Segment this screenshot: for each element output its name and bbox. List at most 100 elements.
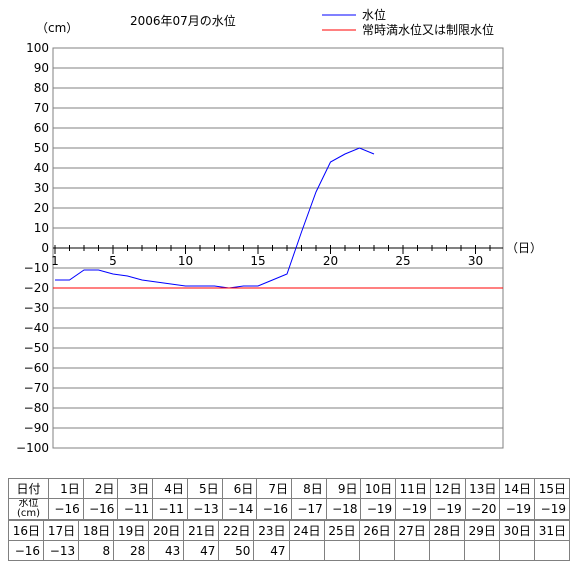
day-cell: 4日: [152, 478, 188, 499]
day-cell: 3日: [117, 478, 154, 499]
value-cell: [498, 540, 535, 561]
value-cell: 47: [253, 540, 290, 561]
chart-title: 2006年07月の水位: [130, 13, 236, 28]
x-tick-label: 25: [395, 254, 410, 268]
day-cell: 13日: [464, 478, 501, 499]
y-tick-label: 80: [34, 81, 49, 95]
value-cell: −16: [7, 540, 45, 561]
daily-table-1: 日付 1日 2日 3日 4日 5日 6日 7日 8日 9日 10日 11日 12…: [8, 478, 570, 520]
day-cell: 1日: [48, 478, 84, 499]
y-tick-label: −30: [24, 301, 49, 315]
y-tick-label: −10: [24, 261, 49, 275]
value-cell: −16: [256, 498, 293, 520]
day-cell: 23日: [253, 520, 290, 541]
value-cell: −19: [499, 498, 536, 520]
y-tick-label: 40: [34, 161, 49, 175]
y-unit-label: （cm）: [36, 21, 78, 35]
day-cell: 25日: [323, 520, 360, 541]
value-cell: 50: [218, 540, 255, 561]
y-tick-label: −20: [24, 281, 49, 295]
y-tick-label: −100: [16, 441, 49, 455]
row-label-level: 水位 (cm): [8, 498, 49, 520]
legend: 水位 常時満水位又は制限水位: [322, 7, 494, 37]
day-cell: 31日: [533, 520, 571, 541]
value-cell: [358, 540, 395, 561]
y-tick-label: 60: [34, 121, 49, 135]
value-cell: −11: [152, 498, 188, 520]
value-cell: −13: [186, 498, 223, 520]
day-cell: 9日: [325, 478, 362, 499]
day-cell: 20日: [148, 520, 185, 541]
y-tick-labels: 1009080706050403020100−10−20−30−40−50−60…: [16, 41, 49, 455]
value-cell: [533, 540, 571, 561]
x-tick-label: 30: [468, 254, 483, 268]
value-cell: [393, 540, 430, 561]
value-cell: −19: [429, 498, 466, 520]
value-cell: −11: [117, 498, 154, 520]
day-cell: 15日: [534, 478, 570, 499]
y-tick-label: 90: [34, 61, 49, 75]
x-axis: 1 5 10 15 20 25 30: [51, 245, 503, 268]
day-cell: 30日: [498, 520, 535, 541]
row-label-day: 日付: [8, 478, 49, 499]
day-cell: 17日: [43, 520, 80, 541]
y-tick-label: 100: [26, 41, 49, 55]
y-tick-label: −40: [24, 321, 49, 335]
x-tick-label: 15: [250, 254, 265, 268]
x-tick-label: 1: [51, 254, 59, 268]
value-cell: −19: [534, 498, 570, 520]
legend-label-water-level: 水位: [362, 7, 386, 22]
day-cell: 21日: [183, 520, 220, 541]
value-cell: [288, 540, 325, 561]
x-tick-label: 10: [178, 254, 193, 268]
day-cell: 11日: [395, 478, 431, 499]
table-row-values: 水位 (cm) −16 −16 −11 −11 −13 −14 −16 −17 …: [8, 498, 570, 520]
day-cell: 14日: [499, 478, 536, 499]
value-cell: 47: [183, 540, 220, 561]
value-cell: −17: [291, 498, 327, 520]
value-cell: −18: [325, 498, 362, 520]
value-cell: 28: [113, 540, 150, 561]
day-cell: 10日: [360, 478, 397, 499]
value-cell: −16: [82, 498, 119, 520]
value-cell: [428, 540, 465, 561]
value-cell: −14: [221, 498, 258, 520]
value-cell: −20: [464, 498, 501, 520]
y-tick-label: 30: [34, 181, 49, 195]
day-cell: 7日: [256, 478, 293, 499]
value-cell: −13: [43, 540, 80, 561]
y-tick-label: 10: [34, 221, 49, 235]
value-cell: −19: [395, 498, 431, 520]
y-tick-label: −70: [24, 381, 49, 395]
table-row-values: −16 −13 8 28 43 47 50 47: [7, 540, 571, 561]
value-cell: [463, 540, 500, 561]
day-cell: 26日: [358, 520, 395, 541]
value-cell: −16: [48, 498, 84, 520]
table-row-days: 日付 1日 2日 3日 4日 5日 6日 7日 8日 9日 10日 11日 12…: [8, 478, 570, 499]
series-line-water-level: [55, 147, 375, 289]
day-cell: 29日: [463, 520, 500, 541]
x-tick-label: 20: [323, 254, 338, 268]
day-cell: 22日: [218, 520, 255, 541]
y-tick-label: 50: [34, 141, 49, 155]
value-cell: [323, 540, 360, 561]
day-cell: 19日: [113, 520, 150, 541]
day-cell: 2日: [82, 478, 119, 499]
y-tick-label: −80: [24, 401, 49, 415]
value-cell: 8: [78, 540, 115, 561]
row-label-level-line2: (cm): [16, 508, 41, 519]
legend-label-limit-level: 常時満水位又は制限水位: [362, 22, 494, 37]
day-cell: 28日: [428, 520, 465, 541]
y-tick-label: 20: [34, 201, 49, 215]
series-group: [53, 147, 503, 289]
y-tick-label: −90: [24, 421, 49, 435]
day-cell: 6日: [221, 478, 258, 499]
day-cell: 27日: [393, 520, 430, 541]
y-tick-label: −50: [24, 341, 49, 355]
water-level-chart: （cm） 2006年07月の水位 水位 常時満水位又は制限水位 10090807…: [16, 7, 542, 455]
table-row-days: 16日 17日 18日 19日 20日 21日 22日 23日 24日 25日 …: [7, 520, 571, 541]
day-cell: 5日: [186, 478, 223, 499]
y-tick-label: 0: [41, 241, 49, 255]
day-cell: 12日: [429, 478, 466, 499]
day-cell: 24日: [288, 520, 325, 541]
